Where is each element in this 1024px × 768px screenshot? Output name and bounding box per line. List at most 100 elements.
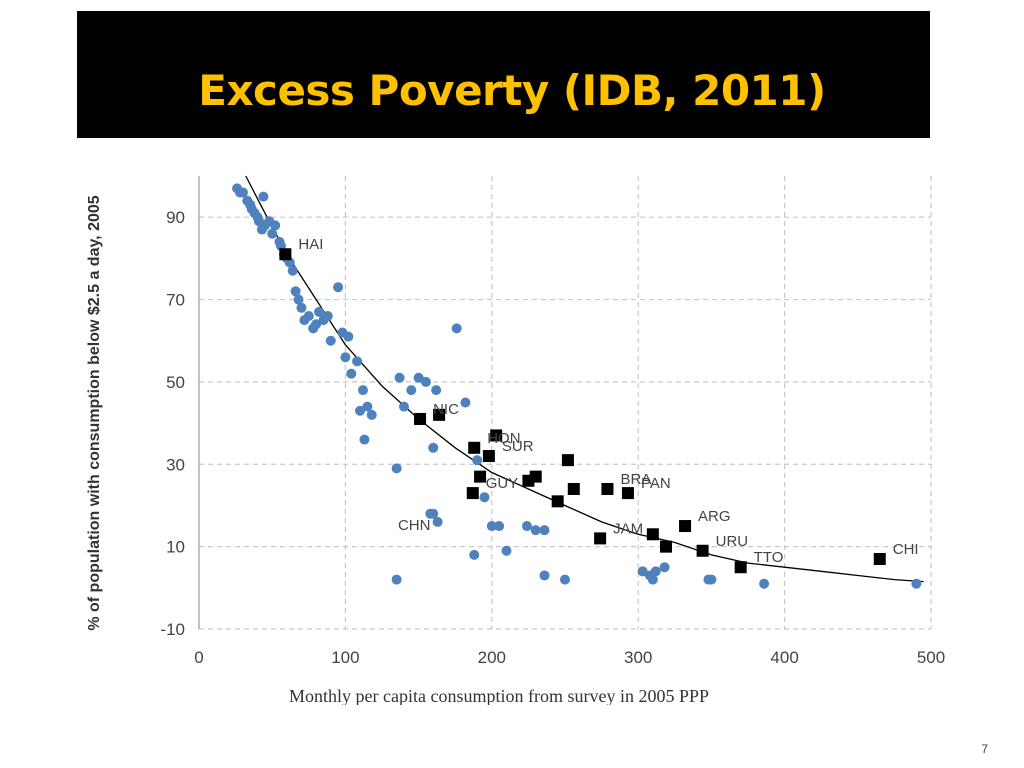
data-point bbox=[398, 401, 409, 412]
data-point bbox=[340, 352, 351, 363]
y-tick-label: 10 bbox=[166, 538, 185, 557]
data-point bbox=[451, 323, 462, 334]
data-point bbox=[293, 294, 304, 305]
data-point bbox=[394, 372, 405, 383]
lac-country-point bbox=[433, 408, 446, 421]
data-point bbox=[460, 397, 471, 408]
data-point bbox=[359, 434, 370, 445]
data-point bbox=[428, 508, 439, 519]
data-point bbox=[647, 574, 658, 585]
x-tick-label: 500 bbox=[917, 648, 945, 667]
x-tick-label: 0 bbox=[194, 648, 203, 667]
data-point bbox=[420, 376, 431, 387]
data-point bbox=[322, 311, 333, 322]
data-point bbox=[303, 311, 314, 322]
x-tick-label: 300 bbox=[624, 648, 652, 667]
lac-country-point bbox=[529, 470, 542, 483]
lac-country-point bbox=[551, 495, 564, 508]
data-point bbox=[431, 385, 442, 396]
country-label: HON bbox=[487, 430, 520, 447]
data-point bbox=[270, 220, 281, 231]
title-bar bbox=[77, 11, 930, 138]
lac-country-point bbox=[679, 520, 692, 533]
y-tick-label: 50 bbox=[166, 373, 185, 392]
data-point bbox=[479, 492, 490, 503]
slide-title: Excess Poverty (IDB, 2011) bbox=[198, 66, 826, 115]
y-tick-label: -10 bbox=[160, 620, 185, 639]
data-point bbox=[406, 385, 417, 396]
data-point bbox=[560, 574, 570, 585]
country-label: PAN bbox=[641, 475, 671, 492]
lac-country-point bbox=[468, 441, 481, 454]
lac-country-point bbox=[279, 248, 292, 261]
slide-number: 7 bbox=[981, 742, 988, 756]
data-point bbox=[659, 562, 670, 573]
data-point bbox=[530, 525, 541, 536]
y-tick-label: 70 bbox=[166, 291, 185, 310]
lac-country-point bbox=[482, 450, 495, 463]
country-label: TTO bbox=[754, 549, 784, 566]
data-point bbox=[237, 187, 248, 198]
y-tick-label: 90 bbox=[166, 208, 185, 227]
data-point bbox=[413, 372, 424, 383]
y-tick-label: 30 bbox=[166, 455, 185, 474]
lac-country-point bbox=[561, 454, 574, 467]
data-point bbox=[287, 265, 298, 276]
country-label: BRA bbox=[620, 471, 651, 488]
lac-country-point bbox=[594, 532, 607, 545]
lac-country-point bbox=[696, 544, 709, 557]
data-point bbox=[472, 455, 483, 466]
country-label: CHI bbox=[893, 541, 919, 558]
data-point bbox=[469, 549, 480, 560]
lac-country-point bbox=[660, 540, 673, 553]
country-label: HAI bbox=[298, 236, 323, 253]
curve-layer bbox=[245, 175, 924, 583]
data-point bbox=[296, 302, 307, 313]
lac-country-point bbox=[873, 552, 886, 565]
data-point bbox=[343, 331, 354, 342]
lac-country-point bbox=[734, 561, 747, 574]
data-point bbox=[521, 521, 532, 532]
data-point bbox=[432, 516, 443, 527]
lac-country-point bbox=[567, 482, 580, 495]
scatter-chart: -10 10 30 50 70 90 0 100 200 300 400 500 HAI NIC HONS… bbox=[86, 175, 945, 705]
y-axis-title: % of population with consumption below $… bbox=[86, 195, 103, 630]
data-point bbox=[501, 545, 512, 556]
data-point bbox=[267, 228, 278, 239]
country-label: JAM bbox=[613, 520, 643, 537]
lac-country-point bbox=[490, 429, 503, 442]
data-point bbox=[391, 463, 402, 474]
data-point bbox=[391, 574, 402, 585]
data-point bbox=[362, 401, 373, 412]
country-label: URU bbox=[716, 533, 749, 550]
lac-country-point bbox=[621, 487, 634, 500]
data-point bbox=[357, 385, 368, 396]
data-point bbox=[311, 319, 322, 330]
data-point bbox=[759, 578, 770, 589]
grid-layer bbox=[199, 176, 932, 630]
data-point bbox=[290, 286, 301, 297]
x-tick-label: 200 bbox=[478, 648, 506, 667]
data-point bbox=[706, 574, 717, 585]
data-point bbox=[539, 525, 550, 536]
dot-layer bbox=[232, 183, 922, 589]
data-point bbox=[637, 566, 648, 577]
data-point bbox=[428, 442, 439, 453]
data-point bbox=[650, 566, 661, 577]
data-point bbox=[355, 405, 366, 416]
data-point bbox=[333, 282, 344, 293]
lac-country-point bbox=[646, 528, 659, 541]
data-point bbox=[539, 570, 550, 581]
data-point bbox=[258, 191, 269, 202]
data-point bbox=[486, 521, 497, 532]
data-point bbox=[346, 368, 357, 379]
axis-layer: -10 10 30 50 70 90 0 100 200 300 400 500 bbox=[160, 176, 945, 667]
data-point bbox=[911, 578, 922, 589]
square-layer bbox=[279, 248, 886, 574]
country-label: SUR bbox=[502, 438, 534, 455]
country-label: NIC bbox=[433, 401, 459, 418]
x-axis-title: Monthly per capita consumption from surv… bbox=[289, 686, 709, 705]
country-label: GUY bbox=[486, 475, 519, 492]
data-point bbox=[325, 335, 336, 346]
